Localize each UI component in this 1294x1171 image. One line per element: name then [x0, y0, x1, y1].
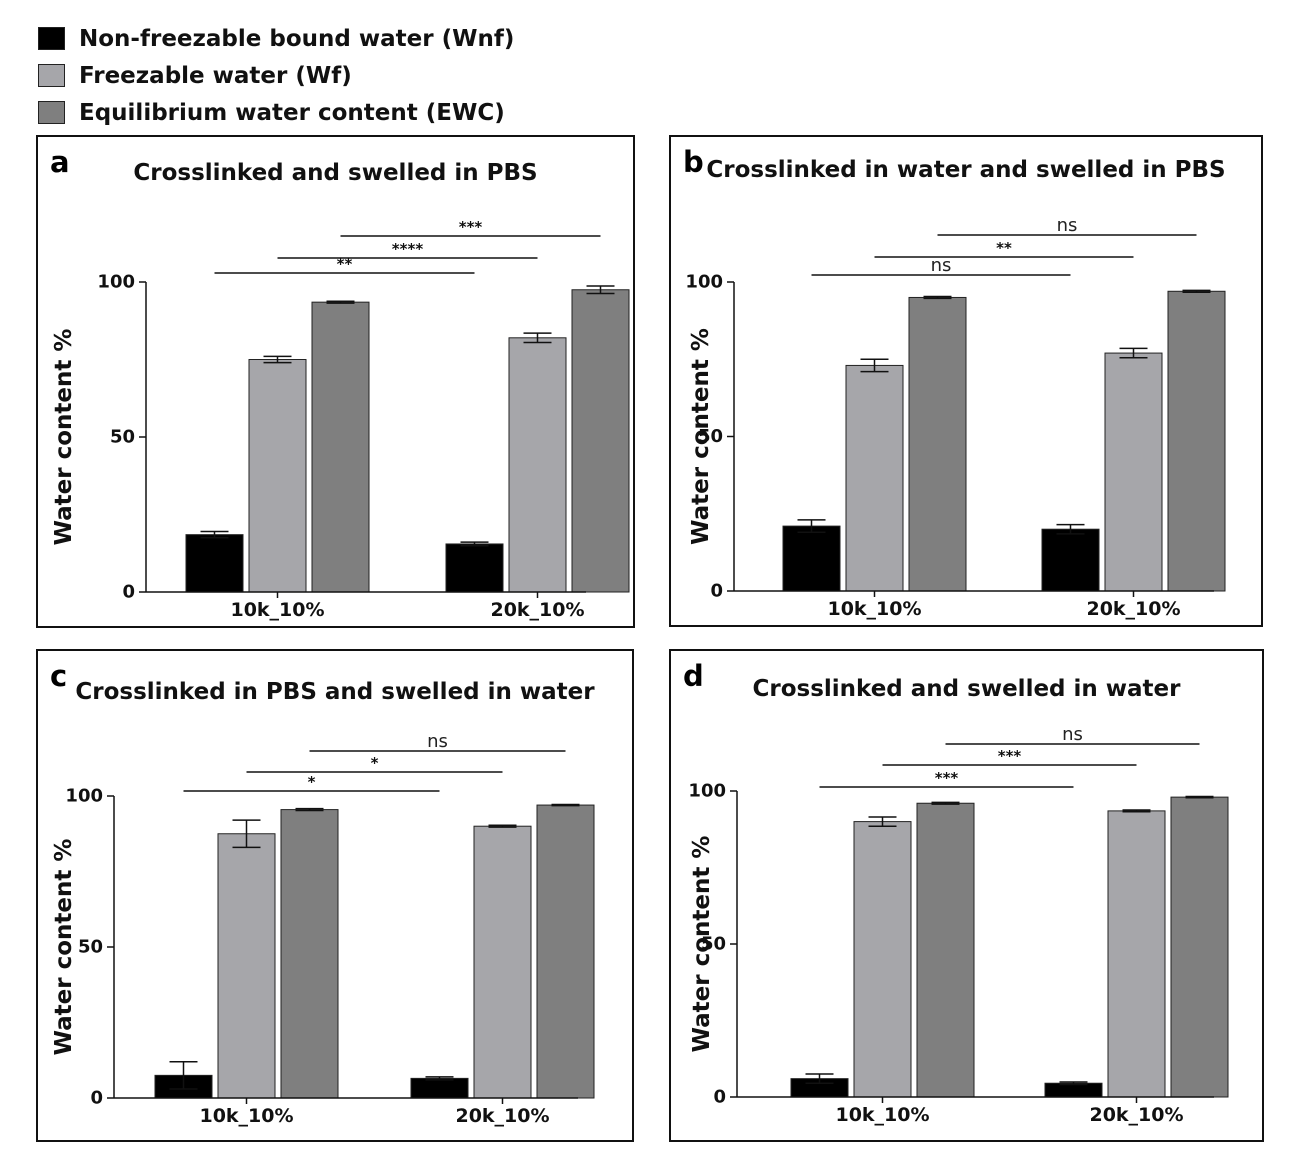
chart-a-y-tick-label-2: 100	[97, 272, 135, 293]
chart-b-x-tick-label-0: 10k_10%	[827, 598, 921, 620]
chart-d-y-tick-label-1: 50	[701, 934, 726, 955]
chart-a-bar-s0-c0	[185, 534, 244, 593]
chart-c-bar-s1-c0	[217, 833, 276, 1099]
chart-c-y-tick-label-0: 0	[90, 1088, 103, 1109]
chart-c-bar-s2-c0	[280, 809, 339, 1099]
chart-a-bar-s0-c1	[445, 543, 504, 593]
chart-d-bar-s2-c0	[916, 802, 975, 1098]
chart-a-bar-s2-c0	[311, 301, 370, 593]
chart-c-bar-s2-c1	[536, 804, 595, 1099]
chart-c-sig-label-1: *	[371, 754, 379, 772]
chart-c-x-tick-label-0: 10k_10%	[199, 1105, 293, 1127]
legend-label-wnf: Non-freezable bound water (Wnf)	[79, 25, 515, 52]
chart-b-panel-letter: b	[683, 145, 704, 179]
chart-d-bar-s1-c1	[1107, 810, 1166, 1098]
legend-label-wf: Freezable water (Wf)	[79, 62, 352, 89]
panel-c: c Crosslinked in PBS and swelled in water…	[36, 649, 634, 1142]
chart-c-bar-s0-c1	[410, 1077, 469, 1099]
chart-b-y-axis-label: Water content %	[688, 328, 714, 545]
chart-d-bar-s0-c1	[1044, 1082, 1103, 1098]
legend-swatch-wnf	[38, 27, 65, 50]
chart-b-bar-s0-c0	[782, 525, 841, 592]
chart-d-bar-s1-c0	[853, 821, 912, 1098]
chart-b-x-tick-label-1: 20k_10%	[1086, 598, 1180, 620]
chart-a-bar-s1-c0	[248, 359, 307, 593]
chart-c-y-tick-label-2: 100	[65, 786, 103, 807]
chart-b-bar-s2-c1	[1167, 290, 1226, 592]
chart-d-sig-label-1: ***	[998, 747, 1022, 765]
chart-d-y-tick-label-0: 0	[713, 1087, 726, 1108]
legend-item-wnf: Non-freezable bound water (Wnf)	[38, 20, 514, 57]
chart-c-sig-label-2: ns	[427, 731, 448, 752]
chart-a-y-axis-label: Water content %	[51, 329, 77, 546]
panel-b: b Crosslinked in water and swelled in PBS…	[669, 135, 1263, 627]
chart-c-x-tick-label-1: 20k_10%	[455, 1105, 549, 1127]
panel-a: a Crosslinked and swelled in PBS Water con…	[36, 135, 635, 628]
chart-d-sig-label-0: ***	[935, 769, 959, 787]
chart-d-y-axis-label: Water content %	[689, 836, 715, 1053]
chart-d-sig-label-2: ns	[1062, 724, 1083, 745]
chart-a-bar-s2-c1	[571, 289, 630, 593]
chart-a-sig-label-2: ***	[459, 218, 483, 236]
chart-c-sig-label-0: *	[308, 773, 316, 791]
chart-d-title: Crosslinked and swelled in water	[752, 676, 1181, 702]
chart-d-x-tick-label-0: 10k_10%	[835, 1104, 929, 1126]
chart-b-bar-s1-c0	[845, 364, 904, 592]
legend: Non-freezable bound water (Wnf) Freezabl…	[38, 20, 514, 131]
chart-a-y-tick-label-0: 0	[122, 582, 135, 603]
legend-item-wf: Freezable water (Wf)	[38, 57, 514, 94]
legend-swatch-ewc	[38, 101, 65, 124]
legend-item-ewc: Equilibrium water content (EWC)	[38, 94, 514, 131]
chart-a-sig-label-0: **	[337, 255, 353, 273]
chart-b-sig-label-1: **	[996, 239, 1012, 257]
chart-a-bar-s1-c1	[508, 337, 567, 593]
legend-label-ewc: Equilibrium water content (EWC)	[79, 99, 505, 126]
chart-b-y-tick-label-1: 50	[698, 426, 723, 447]
chart-c-y-tick-label-1: 50	[78, 937, 103, 958]
chart-c-bar-s1-c1	[473, 825, 532, 1099]
chart-d-x-tick-label-1: 20k_10%	[1089, 1104, 1183, 1126]
chart-b-bar-s1-c1	[1104, 352, 1163, 592]
chart-b-sig-label-0: ns	[931, 255, 952, 276]
chart-c-panel-letter: c	[50, 659, 67, 693]
chart-b-title: Crosslinked in water and swelled in PBS	[706, 157, 1225, 183]
chart-a-x-tick-label-1: 20k_10%	[490, 599, 584, 621]
chart-b-sig-label-2: ns	[1057, 215, 1078, 236]
chart-b-y-tick-label-0: 0	[710, 581, 723, 602]
chart-b-bar-s0-c1	[1041, 528, 1100, 592]
chart-d-panel-letter: d	[683, 659, 704, 693]
chart-a-y-tick-label-1: 50	[110, 427, 135, 448]
panel-d: d Crosslinked and swelled in water Water c…	[669, 649, 1264, 1142]
chart-b-y-tick-label-2: 100	[685, 272, 723, 293]
legend-swatch-wf	[38, 64, 65, 87]
chart-d-y-tick-label-2: 100	[688, 781, 726, 802]
chart-a-panel-letter: a	[50, 145, 70, 179]
chart-c-title: Crosslinked in PBS and swelled in water	[75, 679, 595, 705]
chart-a-sig-label-1: ****	[392, 240, 424, 258]
chart-d-bar-s2-c1	[1170, 796, 1229, 1098]
chart-c-y-axis-label: Water content %	[51, 839, 77, 1056]
chart-b-bar-s2-c0	[908, 296, 967, 592]
chart-a-x-tick-label-0: 10k_10%	[230, 599, 324, 621]
chart-a-title: Crosslinked and swelled in PBS	[133, 160, 537, 186]
